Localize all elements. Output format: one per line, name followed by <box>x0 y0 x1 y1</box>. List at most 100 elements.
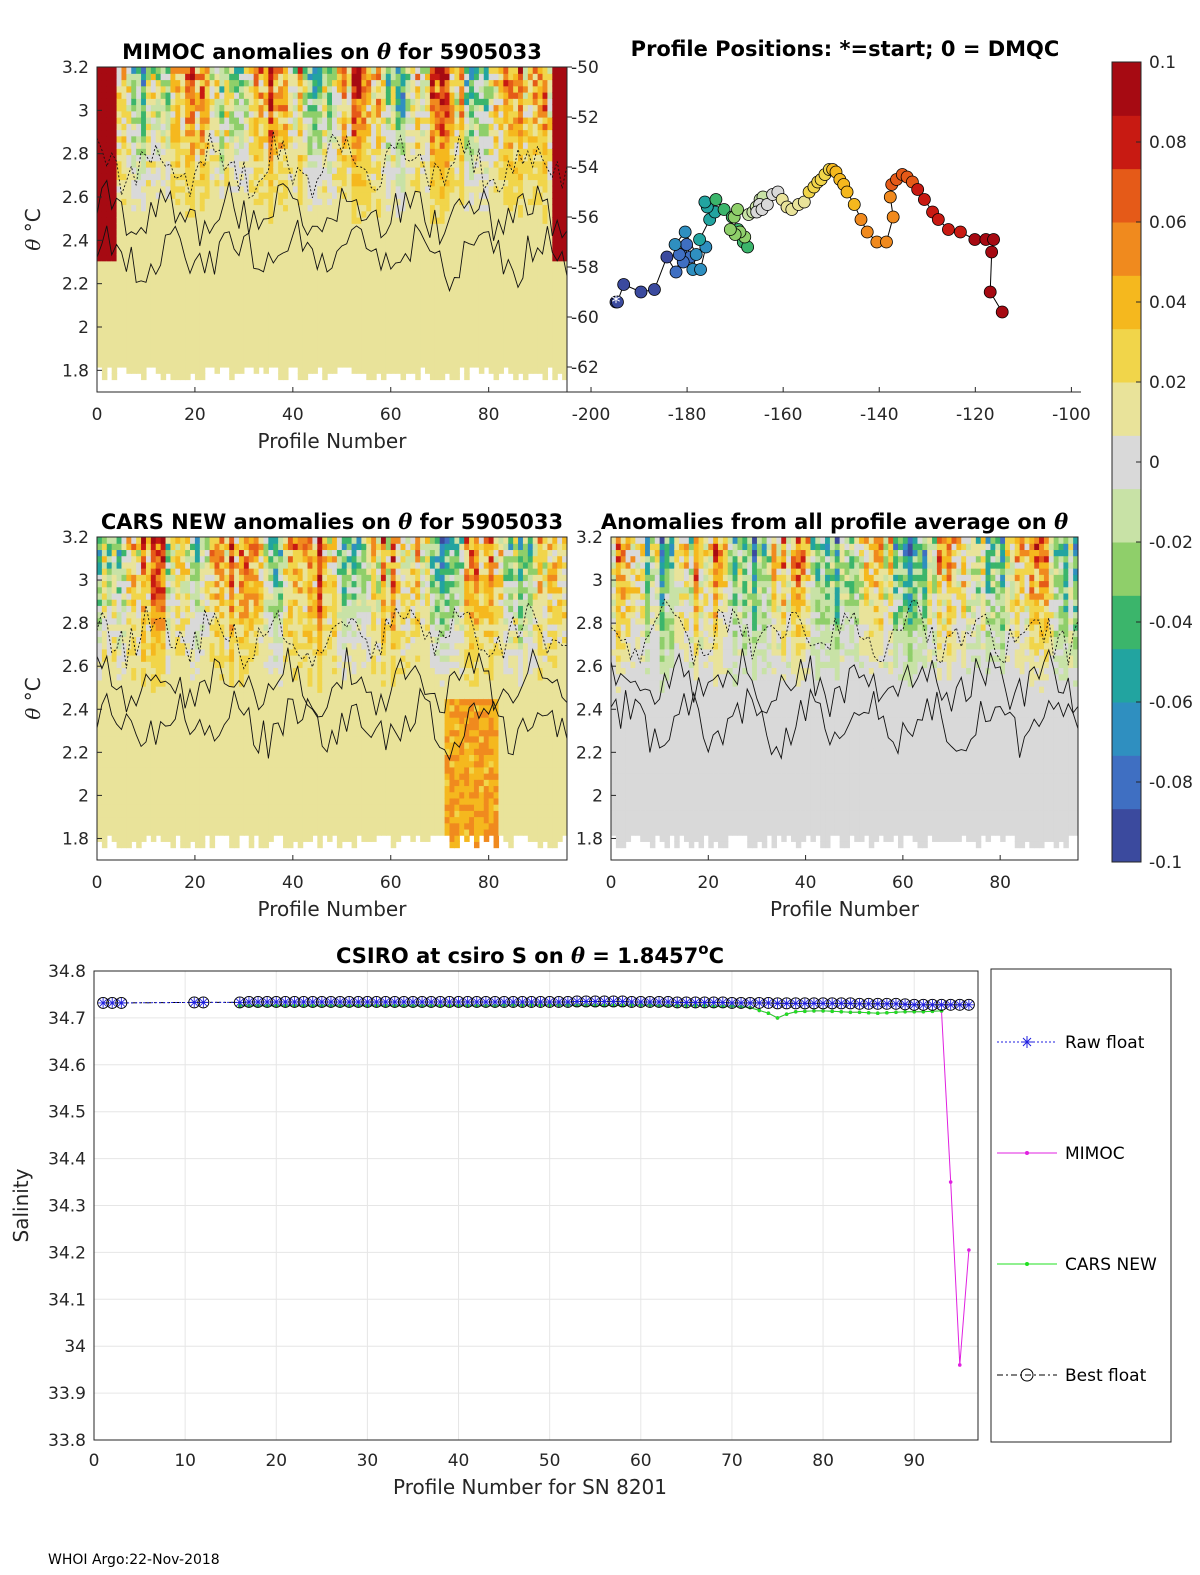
heatmap-cell <box>106 73 113 81</box>
heatmap-cell <box>415 92 421 99</box>
heatmap-cell <box>111 242 118 249</box>
heatmap-cell <box>238 92 245 99</box>
heatmap-cell <box>341 335 348 343</box>
heatmap-cell <box>185 335 191 343</box>
heatmap-cell <box>557 67 563 74</box>
heatmap-cell <box>341 267 348 274</box>
heatmap-cell <box>444 242 451 249</box>
heatmap-cell <box>273 135 279 143</box>
heatmap-cell <box>209 73 216 81</box>
heatmap-cell <box>101 329 108 337</box>
heatmap-cell <box>287 273 294 281</box>
heatmap-cell <box>508 117 514 124</box>
heatmap-cell <box>390 223 397 231</box>
heatmap-cell <box>341 223 348 231</box>
heatmap-cell <box>488 148 495 156</box>
heatmap-cell <box>547 67 553 74</box>
heatmap-cell <box>131 235 137 243</box>
heatmap-cell <box>253 317 260 324</box>
heatmap-cell <box>332 235 338 243</box>
heatmap-cell <box>562 210 567 218</box>
heatmap-cell <box>464 329 470 337</box>
heatmap-cell <box>111 117 118 124</box>
heatmap-cell <box>209 223 216 231</box>
heatmap-cell <box>199 98 206 106</box>
heatmap-cell <box>317 242 323 249</box>
heatmap-cell <box>385 135 392 143</box>
heatmap-cell <box>145 129 152 137</box>
heatmap-cell <box>302 104 309 112</box>
heatmap-cell <box>488 317 495 324</box>
heatmap-cell <box>101 729 108 737</box>
heatmap-cell <box>214 67 220 74</box>
heatmap-cell <box>165 198 172 206</box>
heatmap-cell <box>371 123 377 131</box>
heatmap-cell <box>190 67 196 74</box>
heatmap-cell <box>322 304 328 312</box>
heatmap-cell <box>562 160 567 168</box>
heatmap-cell <box>356 260 362 268</box>
heatmap-cell <box>111 779 118 787</box>
heatmap-cell <box>332 323 338 331</box>
heatmap-cell <box>180 79 186 87</box>
heatmap-cell <box>155 67 162 74</box>
heatmap-cell <box>385 92 392 99</box>
heatmap-cell <box>327 298 333 306</box>
heatmap-cell <box>420 142 426 149</box>
heatmap-cell <box>341 142 348 149</box>
heatmap-cell <box>268 323 274 331</box>
heatmap-cell <box>483 192 490 199</box>
heatmap-cell <box>429 367 436 374</box>
heatmap-cell <box>562 304 567 312</box>
heatmap-cell <box>547 92 553 99</box>
heatmap-cell <box>106 810 113 818</box>
heatmap-cell <box>180 210 186 218</box>
heatmap-cell <box>557 354 563 362</box>
heatmap-cell <box>522 260 529 268</box>
heatmap-cell <box>425 317 431 324</box>
heatmap-cell <box>336 179 343 187</box>
heatmap-cell <box>532 198 539 206</box>
heatmap-cell <box>532 73 539 81</box>
heatmap-cell <box>513 85 519 93</box>
heatmap-cell <box>518 85 524 93</box>
heatmap-cell <box>380 117 387 124</box>
heatmap-cell <box>101 822 108 830</box>
heatmap-cell <box>522 204 529 212</box>
heatmap-cell <box>111 748 118 755</box>
heatmap-cell <box>219 160 225 168</box>
heatmap-cell <box>283 229 289 237</box>
heatmap-cell <box>439 223 446 231</box>
heatmap-cell <box>180 148 186 156</box>
y-tick-label: 2.6 <box>62 188 89 208</box>
heatmap-cell <box>493 348 500 356</box>
heatmap-cell <box>234 267 240 274</box>
heatmap-cell <box>283 235 289 243</box>
heatmap-cell <box>444 217 451 224</box>
heatmap-cell <box>155 329 162 337</box>
heatmap-cell <box>234 185 240 193</box>
heatmap-cell <box>557 160 563 168</box>
heatmap-cell <box>273 117 279 124</box>
heatmap-cell <box>532 135 539 143</box>
heatmap-cell <box>238 73 245 81</box>
heatmap-cell <box>405 148 411 156</box>
heatmap-cell <box>273 285 279 293</box>
heatmap-cell <box>327 110 333 118</box>
heatmap-cell <box>562 360 567 368</box>
heatmap-cell <box>341 292 348 299</box>
heatmap-cell <box>410 92 416 99</box>
heatmap-cell <box>366 310 372 318</box>
heatmap-cell <box>238 229 245 237</box>
heatmap-cell <box>557 348 563 356</box>
heatmap-cell <box>243 360 250 368</box>
heatmap-cell <box>537 117 544 124</box>
heatmap-cell <box>111 537 118 544</box>
heatmap-cell <box>380 110 387 118</box>
heatmap-cell <box>488 235 495 243</box>
heatmap-cell <box>385 329 392 337</box>
heatmap-cell <box>243 254 250 262</box>
heatmap-cell <box>170 323 176 331</box>
heatmap-cell <box>341 79 348 87</box>
heatmap-cell <box>292 248 299 256</box>
